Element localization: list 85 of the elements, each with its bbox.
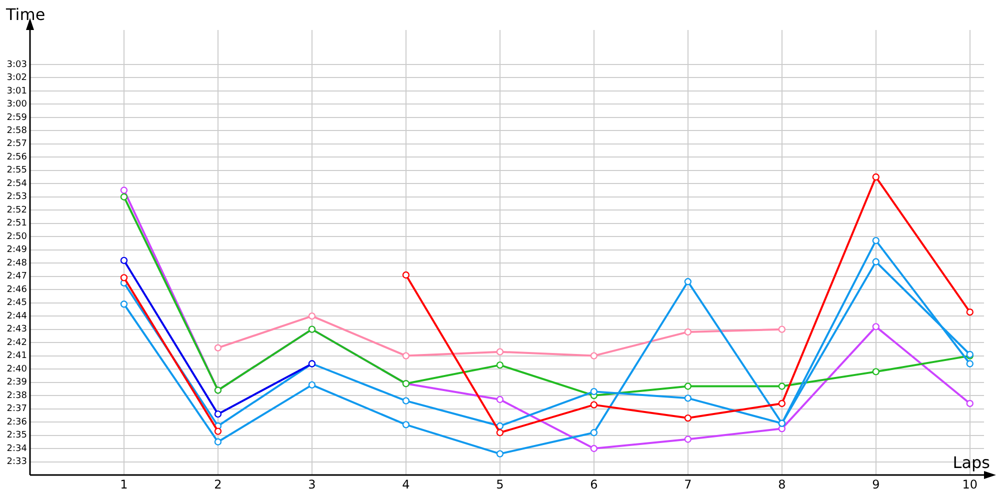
point (872, 323, 880, 330)
y-tick-label: 2:44 (6, 311, 28, 322)
y-tick-label: 2:43 (6, 324, 27, 335)
y-tick-label: 3:02 (6, 73, 27, 84)
y-tick-label: 2:40 (6, 364, 28, 374)
point (402, 271, 410, 279)
point (308, 312, 316, 320)
y-axis-title: Time (5, 5, 46, 24)
y-tick-label: 2:37 (6, 404, 27, 414)
point (120, 256, 128, 264)
y-tick-label: 2:38 (6, 390, 28, 401)
x-tick-label: 10 (962, 477, 978, 492)
point (590, 352, 598, 360)
point (496, 396, 504, 404)
point (496, 361, 504, 369)
y-tick-label: 2:33 (6, 457, 27, 468)
point (684, 328, 692, 336)
y-tick-label: 2:47 (6, 272, 27, 282)
point (590, 388, 598, 396)
y-tick-label: 2:52 (6, 205, 27, 216)
point (214, 410, 222, 418)
point (872, 368, 880, 376)
y-tick-label: 2:59 (6, 112, 28, 123)
point (120, 186, 128, 194)
x-tick-label: 6 (590, 477, 598, 492)
y-tick-label: 2:53 (6, 192, 27, 202)
y-tick-label: 3:00 (6, 100, 28, 110)
y-tick-label: 2:45 (6, 298, 27, 308)
x-tick-label: 2 (214, 477, 222, 492)
y-tick-label: 2:51 (6, 218, 27, 229)
point (214, 428, 222, 435)
y-tick-label: 2:55 (6, 166, 27, 176)
point (684, 394, 692, 402)
y-tick-label: 2:56 (6, 152, 28, 162)
y-tick-label: 3:03 (6, 60, 27, 70)
y-tick-label: 2:49 (6, 245, 28, 256)
point (590, 429, 598, 436)
point (402, 352, 410, 360)
x-tick-label: 1 (120, 477, 128, 492)
point (590, 444, 598, 452)
y-tick-label: 2:58 (6, 126, 28, 136)
point (214, 438, 222, 446)
y-tick-label: 2:46 (6, 284, 28, 295)
y-tick-label: 2:50 (6, 232, 28, 242)
y-tick-label: 2:54 (6, 178, 28, 189)
x-tick-label: 8 (778, 477, 786, 492)
point (778, 326, 786, 333)
y-tick-label: 2:42 (6, 338, 27, 348)
x-tick-label: 4 (402, 477, 410, 492)
point (872, 236, 880, 244)
point (872, 173, 880, 181)
x-tick-label: 3 (308, 477, 316, 492)
y-tick-label: 2:57 (6, 139, 27, 150)
point (590, 401, 598, 408)
y-tick-label: 2:36 (6, 417, 28, 428)
point (496, 429, 504, 436)
point (966, 360, 974, 368)
y-tick-label: 2:41 (6, 351, 27, 362)
point (496, 348, 504, 356)
y-tick-label: 2:35 (6, 430, 27, 441)
y-tick-label: 2:48 (6, 258, 28, 268)
y-tick-label: 2:39 (6, 378, 28, 388)
point (496, 450, 504, 458)
y-tick-label: 3:01 (6, 86, 27, 96)
point (214, 344, 222, 352)
point (684, 382, 692, 390)
point (684, 436, 692, 443)
point (966, 308, 974, 316)
point (120, 193, 128, 200)
point (120, 300, 128, 308)
x-tick-label: 9 (872, 477, 880, 492)
point (402, 421, 410, 428)
point (684, 414, 692, 422)
x-axis-title: Laps (952, 453, 990, 472)
x-tick-label: 7 (684, 477, 692, 492)
point (872, 258, 880, 266)
point (684, 278, 692, 286)
point (966, 400, 974, 408)
point (308, 381, 316, 389)
point (402, 397, 410, 404)
y-tick-label: 2:34 (6, 444, 28, 454)
point (120, 274, 128, 282)
point (778, 400, 786, 408)
point (778, 382, 786, 390)
x-tick-label: 5 (496, 477, 504, 492)
